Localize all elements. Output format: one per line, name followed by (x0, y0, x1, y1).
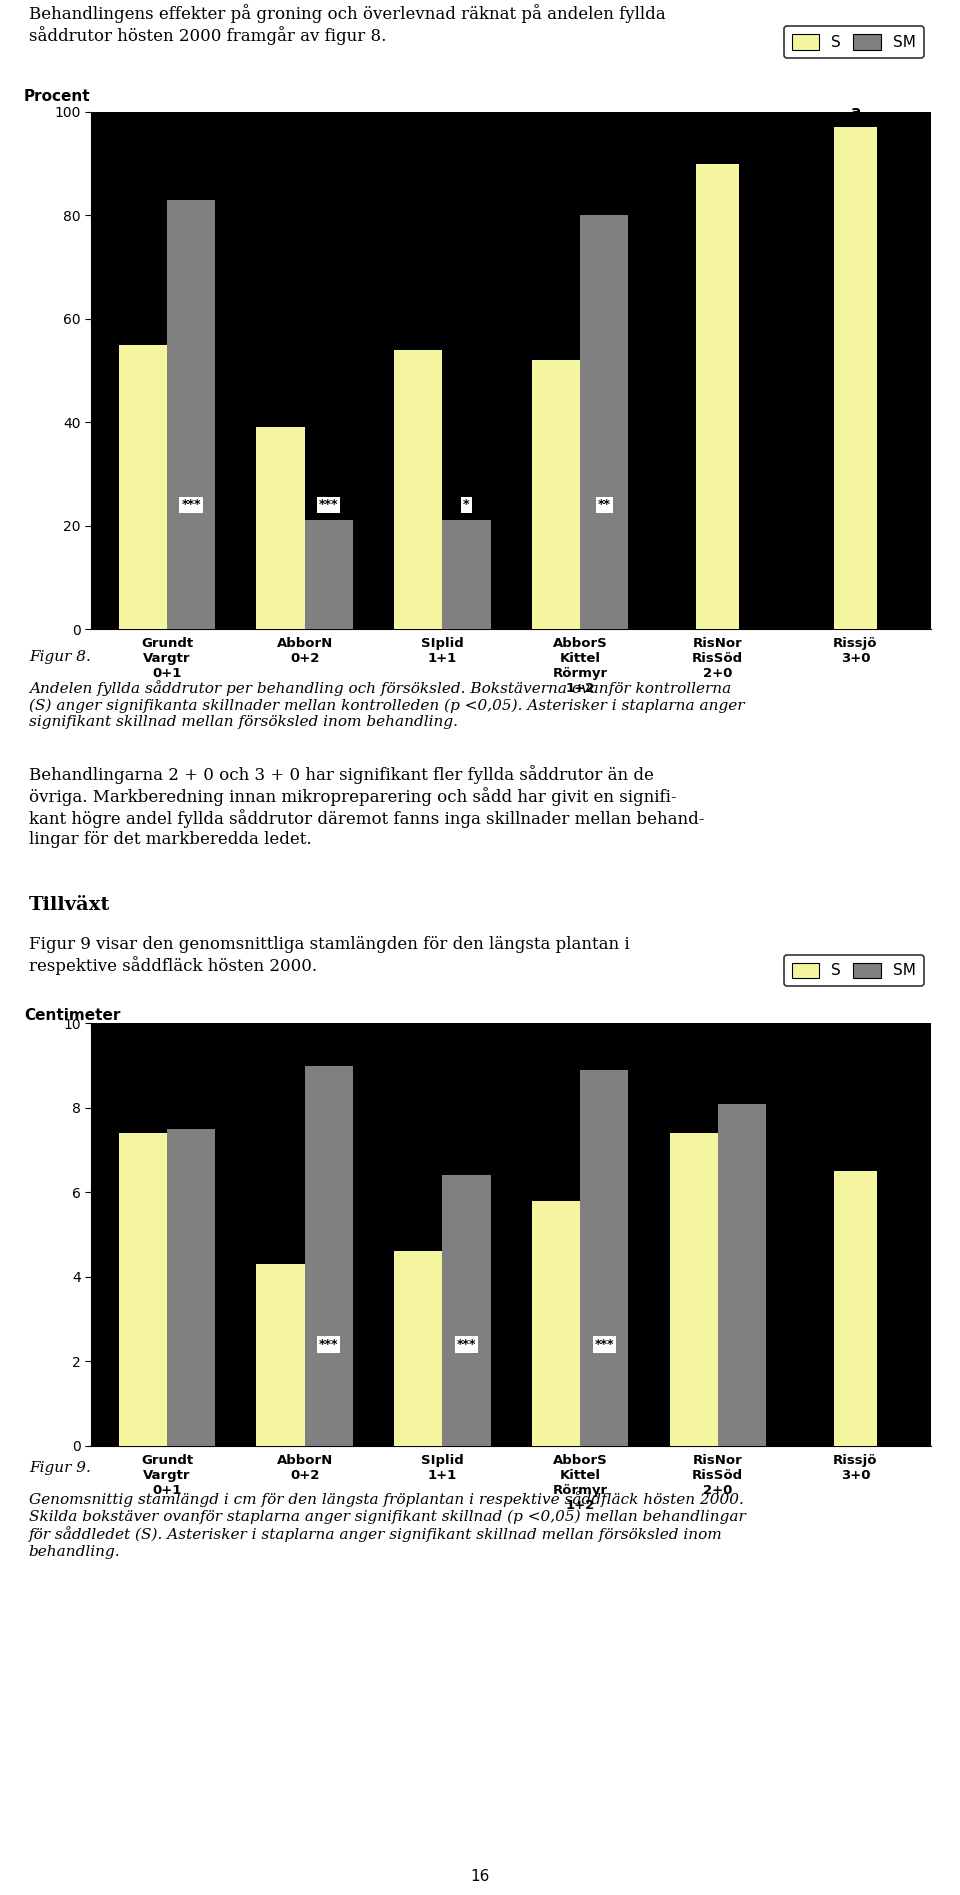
Text: **: ** (598, 498, 611, 512)
Text: Andelen fyllda såddrutor per behandling och försöksled. Bokstäverna ovanför kont: Andelen fyllda såddrutor per behandling … (29, 680, 744, 730)
Bar (167, 199, 215, 629)
Text: Figur 9.: Figur 9. (29, 1461, 90, 1474)
Bar (395, 1251, 443, 1446)
Text: 16: 16 (470, 1868, 490, 1884)
Text: Procent: Procent (24, 89, 90, 104)
Bar (443, 1175, 491, 1446)
Text: Genomsnittig stamlängd i cm för den längsta fröplantan i respektive såddfläck hö: Genomsnittig stamlängd i cm för den läng… (29, 1491, 746, 1558)
Bar (304, 521, 353, 629)
Text: a: a (688, 1112, 699, 1128)
Legend: S, SM: S, SM (784, 27, 924, 57)
Text: ***: *** (319, 498, 339, 512)
Text: *: * (463, 498, 469, 512)
Bar (834, 127, 877, 629)
Text: Behandlingarna 2 + 0 och 3 + 0 har signifikant fler fyllda såddrutor än de
övrig: Behandlingarna 2 + 0 och 3 + 0 har signi… (29, 766, 705, 847)
Bar (443, 521, 491, 629)
Text: Figur 9 visar den genomsnittliga stamlängden för den längsta plantan i
respektiv: Figur 9 visar den genomsnittliga stamlän… (29, 936, 630, 976)
Bar (532, 360, 580, 629)
Bar (696, 163, 739, 629)
Text: ***: *** (457, 1338, 476, 1351)
Bar (256, 1264, 304, 1446)
Text: Figur 8.: Figur 8. (29, 650, 90, 663)
Bar (834, 1171, 877, 1446)
Bar (395, 351, 443, 629)
Text: Tillväxt: Tillväxt (29, 896, 110, 913)
Bar (119, 1133, 167, 1446)
Bar (718, 1103, 766, 1446)
Bar (119, 345, 167, 629)
Bar (256, 428, 304, 629)
Bar (167, 1129, 215, 1446)
Bar (669, 1133, 718, 1446)
Text: Behandlingens effekter på groning och överlevnad räknat på andelen fyllda
såddru: Behandlingens effekter på groning och öv… (29, 4, 665, 45)
Text: a: a (851, 104, 861, 119)
Text: Centimeter: Centimeter (24, 1008, 120, 1023)
Bar (580, 1071, 628, 1446)
Text: a: a (137, 1112, 148, 1128)
Text: ***: *** (181, 498, 201, 512)
Bar (532, 1201, 580, 1446)
Bar (304, 1065, 353, 1446)
Text: ***: *** (594, 1338, 613, 1351)
Legend: S, SM: S, SM (784, 955, 924, 985)
Bar (580, 216, 628, 629)
Text: ***: *** (319, 1338, 339, 1351)
